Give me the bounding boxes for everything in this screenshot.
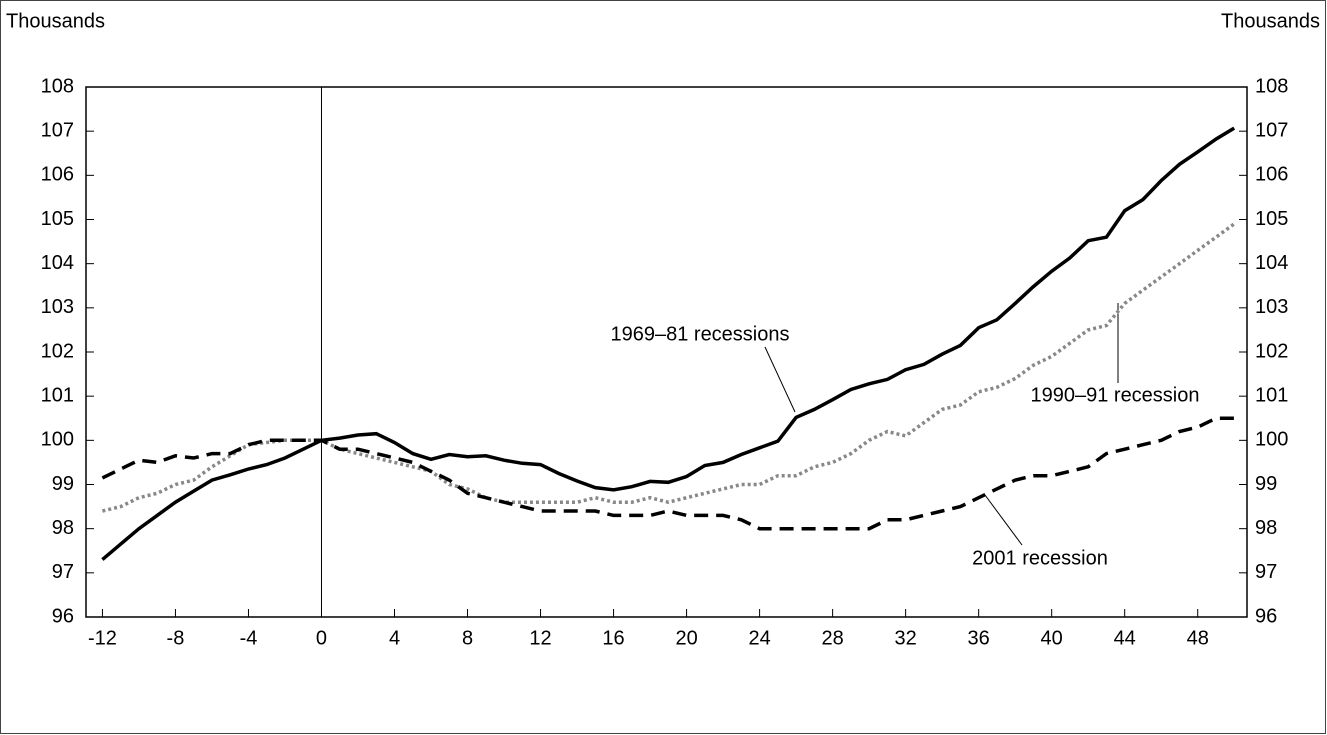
y-tick-label: 101 [41, 384, 74, 406]
plot-area [85, 86, 1248, 618]
y-tick-label: 100 [41, 429, 74, 451]
y-tick-label: 96 [52, 605, 74, 627]
y2-tick-label: 100 [1255, 429, 1288, 451]
x-tick-label: 32 [895, 627, 917, 649]
x-tick-label: -12 [88, 627, 117, 649]
y2-tick-label: 102 [1255, 340, 1288, 362]
leader-line [984, 494, 1023, 546]
series-line [101, 126, 1236, 561]
x-tick-label: 44 [1114, 627, 1136, 649]
y-tick-label: 106 [41, 164, 74, 186]
y2-tick-label: 104 [1255, 252, 1288, 274]
y2-tick-label: 108 [1255, 75, 1288, 97]
y2-axis-label: Thousands [1221, 10, 1320, 32]
y2-tick-label: 98 [1255, 517, 1277, 539]
y2-tick-label: 107 [1255, 119, 1288, 141]
y-tick-label: 99 [52, 473, 74, 495]
x-tick-label: 28 [821, 627, 843, 649]
x-tick-label: -8 [167, 627, 185, 649]
y-tick-label: 103 [41, 296, 74, 318]
x-tick-label: 0 [316, 627, 327, 649]
x-tick-label: -4 [240, 627, 258, 649]
y2-tick-label: 103 [1255, 296, 1288, 318]
y-tick-label: 104 [41, 252, 74, 274]
y-tick-label: 102 [41, 340, 74, 362]
x-tick-label: 20 [675, 627, 697, 649]
leader-line [764, 346, 796, 413]
x-tick-label: 4 [389, 627, 400, 649]
y2-tick-label: 99 [1255, 473, 1277, 495]
series-line [101, 222, 1236, 513]
y-tick-label: 108 [41, 75, 74, 97]
y2-tick-label: 106 [1255, 164, 1288, 186]
x-tick-label: 24 [748, 627, 770, 649]
y2-tick-label: 105 [1255, 208, 1288, 230]
y-tick-label: 105 [41, 208, 74, 230]
y2-tick-label: 96 [1255, 605, 1277, 627]
x-tick-label: 8 [462, 627, 473, 649]
y-tick-label: 97 [52, 561, 74, 583]
x-tick-label: 16 [602, 627, 624, 649]
x-tick-label: 12 [529, 627, 551, 649]
y2-tick-label: 97 [1255, 561, 1277, 583]
series-line [101, 416, 1235, 531]
x-tick-label: 48 [1187, 627, 1209, 649]
y-tick-label: 107 [41, 119, 74, 141]
annotation: 2001 recession [972, 547, 1108, 569]
x-tick-label: 40 [1041, 627, 1063, 649]
annotation: 1990–91 recession [1030, 384, 1199, 406]
annotation: 1969–81 recessions [610, 323, 789, 345]
y2-tick-label: 101 [1255, 384, 1288, 406]
x-tick-label: 36 [968, 627, 990, 649]
y-axis-label: Thousands [6, 10, 105, 32]
y-tick-label: 98 [52, 517, 74, 539]
